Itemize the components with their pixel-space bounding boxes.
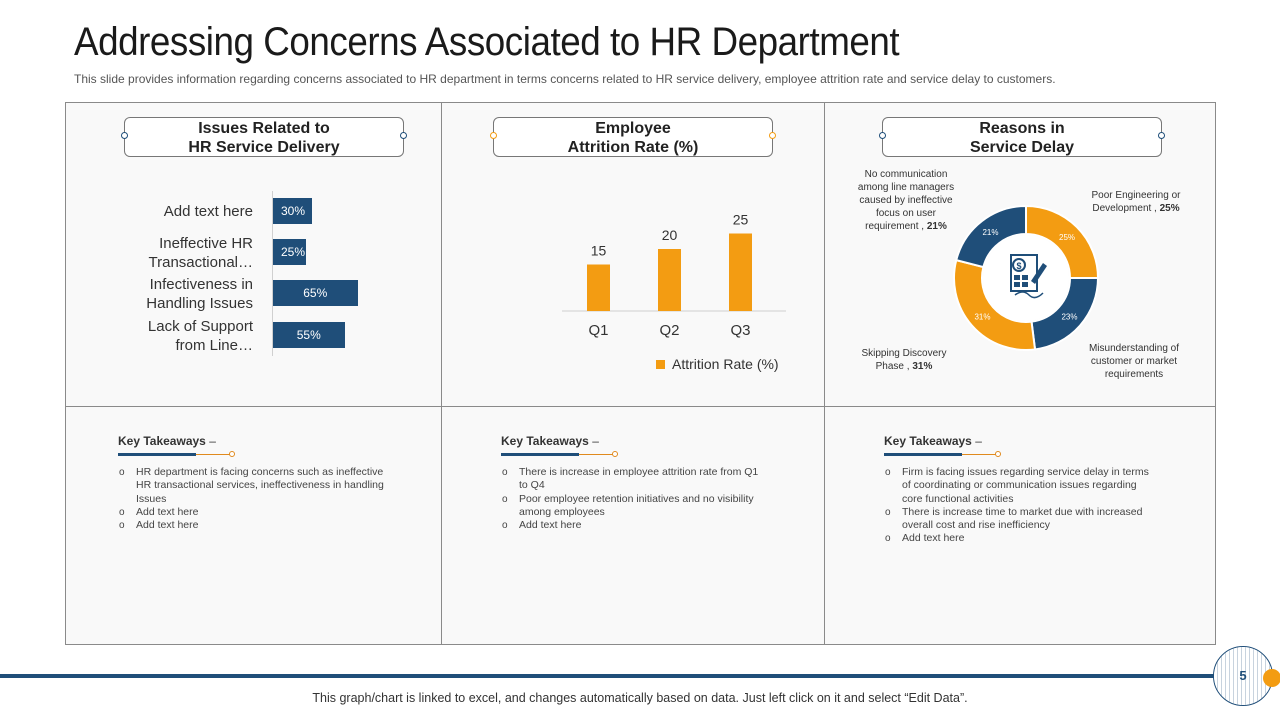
donut-label-engineering: Poor Engineering or Development , 25% bbox=[1091, 190, 1181, 214]
panel-header-line: Reasons in bbox=[979, 120, 1065, 137]
x-tick-label: Q1 bbox=[588, 322, 608, 339]
heading-underline bbox=[118, 450, 236, 458]
hbar-category-label: Lack of Support from Line… bbox=[147, 318, 253, 354]
donut-label-misunderstanding: Misunderstanding of customer or market req… bbox=[1088, 343, 1180, 380]
footer-note: This graph/chart is linked to excel, and… bbox=[312, 691, 968, 705]
hbar-bar: 65% bbox=[273, 280, 358, 306]
key-takeaways-heading: Key Takeaways bbox=[501, 434, 589, 448]
panel-header-line: Employee bbox=[595, 120, 671, 137]
heading-underline bbox=[884, 450, 1002, 458]
key-takeaways-heading: Key Takeaways bbox=[884, 434, 972, 448]
takeaway-list: HR department is facing concerns such as… bbox=[118, 466, 386, 533]
hbar-value-label: 65% bbox=[303, 286, 328, 300]
hbar-value-label: 55% bbox=[296, 328, 321, 342]
connector-dot bbox=[1158, 132, 1165, 139]
hbar-bar: 30% bbox=[273, 198, 312, 224]
key-takeaways-attrition: Key Takeaways – There is increase in emp… bbox=[501, 434, 769, 533]
footer-rule bbox=[0, 674, 1214, 678]
hbar-bar: 55% bbox=[273, 322, 345, 348]
bar-value-label: 25 bbox=[733, 212, 749, 228]
panel-header-service-delay: Reasons in Service Delay bbox=[879, 117, 1165, 157]
connector-dot bbox=[879, 132, 886, 139]
takeaway-item: Add text here bbox=[884, 532, 1152, 546]
hbar-category-label: Ineffective HR Transactional… bbox=[148, 235, 254, 271]
slide-subtitle: This slide provides information regardin… bbox=[74, 72, 1056, 86]
hbar-value-label: 25% bbox=[281, 245, 306, 259]
panel-header-line: Service Delay bbox=[969, 139, 1075, 156]
takeaway-item: Add text here bbox=[501, 519, 769, 533]
divider bbox=[441, 103, 442, 644]
donut-label-discovery: Skipping Discovery Phase , 31% bbox=[861, 348, 947, 372]
finance-icon: $ bbox=[1001, 251, 1051, 301]
heading-underline bbox=[501, 450, 619, 458]
bar-value-label: 15 bbox=[591, 243, 607, 259]
hbar-value-label: 30% bbox=[281, 204, 306, 218]
takeaway-list: There is increase in employee attrition … bbox=[501, 466, 769, 533]
accent-dot bbox=[1263, 669, 1280, 687]
takeaway-item: Add text here bbox=[118, 519, 386, 533]
connector-dot bbox=[490, 132, 497, 139]
takeaway-item: Firm is facing issues regarding service … bbox=[884, 466, 1152, 506]
attrition-bar bbox=[658, 249, 681, 311]
hbar-bar: 25% bbox=[273, 239, 306, 265]
hbar-category-label: Add text here bbox=[163, 203, 253, 220]
donut-value-label: 23% bbox=[1061, 312, 1077, 321]
attrition-bar bbox=[587, 264, 610, 311]
donut-value-label: 31% bbox=[974, 312, 990, 321]
panel-header-line: Issues Related to bbox=[198, 120, 330, 137]
slide-title: Addressing Concerns Associated to HR Dep… bbox=[74, 20, 900, 64]
donut-slice bbox=[955, 204, 1027, 269]
legend-label: Attrition Rate (%) bbox=[672, 356, 779, 372]
attrition-bar-chart: 15Q120Q225Q330Q4Attrition Rate (%) bbox=[562, 212, 786, 372]
takeaway-item: Add text here bbox=[118, 506, 386, 520]
panel-header-attrition: Employee Attrition Rate (%) bbox=[490, 117, 776, 157]
svg-text:$: $ bbox=[1016, 261, 1021, 271]
x-tick-label: Q3 bbox=[730, 322, 750, 339]
x-tick-label: Q2 bbox=[659, 322, 679, 339]
takeaway-item: Poor employee retention initiatives and … bbox=[501, 493, 769, 520]
connector-dot bbox=[121, 132, 128, 139]
page-number: 5 bbox=[1239, 668, 1247, 683]
key-takeaways-service-delay: Key Takeaways – Firm is facing issues re… bbox=[884, 434, 1152, 546]
donut-value-label: 21% bbox=[982, 228, 998, 237]
takeaway-item: HR department is facing concerns such as… bbox=[118, 466, 386, 506]
key-takeaways-hr-service: Key Takeaways – HR department is facing … bbox=[118, 434, 386, 533]
takeaway-list: Firm is facing issues regarding service … bbox=[884, 466, 1152, 546]
key-takeaways-heading: Key Takeaways bbox=[118, 434, 206, 448]
bar-value-label: 20 bbox=[662, 227, 678, 243]
panel-header-line: Attrition Rate (%) bbox=[567, 139, 699, 156]
donut-label-communication: No communication among line managers caus… bbox=[857, 169, 955, 232]
connector-dot bbox=[769, 132, 776, 139]
content-grid: Issues Related to HR Service Delivery Em… bbox=[65, 102, 1216, 645]
connector-dot bbox=[400, 132, 407, 139]
legend-swatch bbox=[656, 360, 665, 369]
takeaway-item: There is increase in employee attrition … bbox=[501, 466, 769, 493]
panel-header-line: HR Service Delivery bbox=[188, 139, 340, 156]
donut-value-label: 25% bbox=[1059, 233, 1075, 242]
hbar-category-label: Infectiveness in Handling Issues bbox=[146, 276, 253, 312]
divider bbox=[824, 103, 825, 644]
takeaway-item: There is increase time to market due wit… bbox=[884, 506, 1152, 533]
hbar-axis bbox=[272, 191, 273, 356]
attrition-bar bbox=[729, 233, 752, 311]
panel-header-hr-service: Issues Related to HR Service Delivery bbox=[121, 117, 407, 157]
divider bbox=[66, 406, 1215, 407]
